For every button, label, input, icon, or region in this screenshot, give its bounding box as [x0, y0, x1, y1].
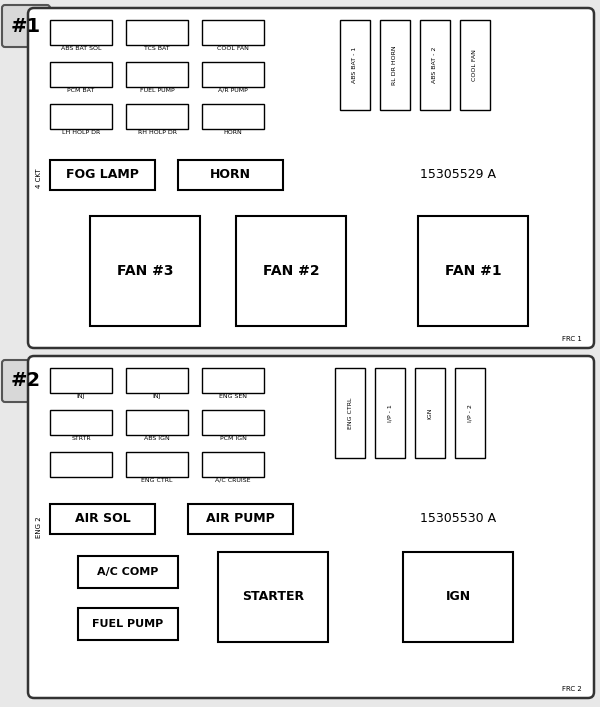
- Bar: [418, 216, 528, 326]
- Bar: [202, 410, 264, 435]
- Bar: [415, 368, 445, 458]
- Text: 15305530 A: 15305530 A: [420, 513, 496, 525]
- Text: FAN #1: FAN #1: [445, 264, 502, 278]
- Bar: [126, 104, 188, 129]
- Bar: [335, 368, 365, 458]
- Bar: [126, 62, 188, 87]
- Text: COOL FAN: COOL FAN: [473, 49, 478, 81]
- Bar: [460, 20, 490, 110]
- Text: FRC 1: FRC 1: [562, 336, 582, 342]
- Bar: [178, 160, 283, 190]
- Bar: [126, 20, 188, 45]
- Bar: [50, 368, 112, 393]
- FancyBboxPatch shape: [28, 8, 594, 348]
- FancyBboxPatch shape: [2, 5, 50, 47]
- Bar: [126, 452, 188, 477]
- Bar: [403, 552, 513, 642]
- Bar: [50, 62, 112, 87]
- Text: I/P - 1: I/P - 1: [388, 404, 392, 422]
- Bar: [202, 20, 264, 45]
- Bar: [202, 104, 264, 129]
- Text: IGN: IGN: [427, 407, 433, 419]
- Bar: [50, 452, 112, 477]
- Text: LH HOLP DR: LH HOLP DR: [62, 130, 100, 135]
- Text: RL DR HORN: RL DR HORN: [392, 45, 398, 85]
- Bar: [380, 20, 410, 110]
- Bar: [420, 20, 450, 110]
- Bar: [375, 368, 405, 458]
- Bar: [340, 20, 370, 110]
- Text: FOG LAMP: FOG LAMP: [66, 168, 139, 182]
- Bar: [126, 410, 188, 435]
- Text: STRTR: STRTR: [71, 436, 91, 441]
- Bar: [236, 216, 346, 326]
- Text: INJ: INJ: [153, 394, 161, 399]
- Text: COOL FAN: COOL FAN: [217, 46, 249, 51]
- Bar: [188, 504, 293, 534]
- Text: ABS BAT - 2: ABS BAT - 2: [433, 47, 437, 83]
- Bar: [50, 104, 112, 129]
- Text: TCS BAT: TCS BAT: [144, 46, 170, 51]
- Text: FRC 2: FRC 2: [562, 686, 582, 692]
- Text: 4 CKT: 4 CKT: [36, 168, 42, 188]
- Text: FUEL PUMP: FUEL PUMP: [140, 88, 175, 93]
- Text: ABS BAT - 1: ABS BAT - 1: [353, 47, 358, 83]
- Bar: [50, 504, 155, 534]
- Text: #1: #1: [11, 16, 41, 35]
- Text: FUEL PUMP: FUEL PUMP: [92, 619, 164, 629]
- Text: HORN: HORN: [210, 168, 251, 182]
- Bar: [455, 368, 485, 458]
- Text: PCM IGN: PCM IGN: [220, 436, 247, 441]
- Bar: [78, 556, 178, 588]
- FancyBboxPatch shape: [2, 360, 50, 402]
- Bar: [218, 552, 328, 642]
- Bar: [50, 20, 112, 45]
- Text: ENG CTRL: ENG CTRL: [141, 478, 173, 483]
- Text: A/C CRUISE: A/C CRUISE: [215, 478, 251, 483]
- Text: STARTER: STARTER: [242, 590, 304, 604]
- Text: AIR SOL: AIR SOL: [74, 513, 130, 525]
- Text: ENG SEN: ENG SEN: [219, 394, 247, 399]
- Text: A/R PUMP: A/R PUMP: [218, 88, 248, 93]
- Text: FAN #2: FAN #2: [263, 264, 319, 278]
- Text: #2: #2: [11, 371, 41, 390]
- Bar: [202, 368, 264, 393]
- Text: 15305529 A: 15305529 A: [420, 168, 496, 182]
- Bar: [202, 452, 264, 477]
- Bar: [90, 216, 200, 326]
- Text: I/P - 2: I/P - 2: [467, 404, 473, 422]
- Bar: [78, 608, 178, 640]
- Text: INJ: INJ: [77, 394, 85, 399]
- Bar: [50, 410, 112, 435]
- Bar: [202, 62, 264, 87]
- Text: A/C COMP: A/C COMP: [97, 567, 158, 577]
- Text: RH HOLP DR: RH HOLP DR: [137, 130, 176, 135]
- Text: ENG CTRL: ENG CTRL: [347, 397, 353, 428]
- Text: ENG 2: ENG 2: [36, 516, 42, 538]
- Text: PCM BAT: PCM BAT: [67, 88, 95, 93]
- Text: FAN #3: FAN #3: [117, 264, 173, 278]
- Bar: [50, 160, 155, 190]
- Text: AIR PUMP: AIR PUMP: [206, 513, 275, 525]
- FancyBboxPatch shape: [28, 356, 594, 698]
- Text: ABS BAT SOL: ABS BAT SOL: [61, 46, 101, 51]
- Text: ABS IGN: ABS IGN: [144, 436, 170, 441]
- Bar: [126, 368, 188, 393]
- Text: IGN: IGN: [445, 590, 470, 604]
- Text: HORN: HORN: [224, 130, 242, 135]
